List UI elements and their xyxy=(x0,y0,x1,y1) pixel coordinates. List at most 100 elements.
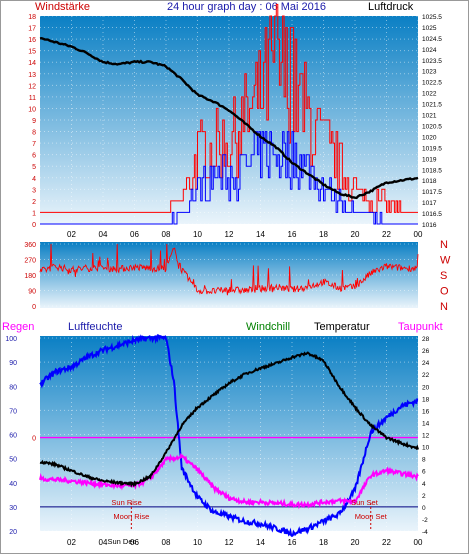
legend: Regen Luftfeuchte Windchill Temperatur Taupu… xyxy=(2,321,443,333)
pressure-tick-label: 1018.5 xyxy=(422,167,442,174)
compass-label: S xyxy=(440,270,447,282)
rain-zero-label: 0 xyxy=(32,436,36,443)
temperature-tick-label: 26 xyxy=(422,348,430,355)
temperature-tick-label: 6 xyxy=(422,469,426,476)
compass-label: N xyxy=(440,239,448,251)
hour-tick-label: 06 xyxy=(130,538,139,547)
hour-tick-label: 12 xyxy=(225,538,234,547)
wind-tick-label: 14 xyxy=(28,60,36,67)
wind-gust-line xyxy=(40,3,418,213)
astro-marker-label: Sun Rise xyxy=(111,498,141,507)
humidity-tick-label: 100 xyxy=(5,336,17,343)
hour-tick-label: 20 xyxy=(351,230,360,239)
wind-tick-label: 8 xyxy=(32,130,36,137)
humidity-tick-label: 40 xyxy=(9,481,17,488)
direction-tick-label: 0 xyxy=(32,304,36,311)
wind-tick-label: 18 xyxy=(28,14,36,21)
axis-ticks: 012345678910111213141516171810161016.510… xyxy=(5,14,451,547)
wind-tick-label: 1 xyxy=(32,210,36,217)
pressure-tick-label: 1025 xyxy=(422,25,437,32)
pressure-tick-label: 1016.5 xyxy=(422,211,442,218)
temperature-tick-label: 4 xyxy=(422,481,426,488)
pressure-tick-label: 1023 xyxy=(422,69,437,76)
astro-marker-label: Sun Set xyxy=(351,498,379,507)
hour-tick-label: 20 xyxy=(351,538,360,547)
astro-marker-label: Moon Set xyxy=(355,512,388,521)
legend-item: Windchill xyxy=(246,321,290,333)
hour-tick-label: 18 xyxy=(319,230,328,239)
hour-tick-label: 12 xyxy=(225,230,234,239)
pressure-axis-title: Luftdruck xyxy=(368,1,414,13)
humidity-tick-label: 20 xyxy=(9,529,17,536)
page-title: 24 hour graph day : 06 Mai 2016 xyxy=(167,1,326,13)
pressure-tick-label: 1022.5 xyxy=(422,80,442,87)
wind-tick-label: 7 xyxy=(32,141,36,148)
pressure-tick-label: 1017 xyxy=(422,200,437,207)
hour-tick-label: 14 xyxy=(256,538,265,547)
hour-tick-label: 02 xyxy=(67,230,76,239)
temperature-tick-label: 24 xyxy=(422,360,430,367)
hour-tick-label: 04 xyxy=(99,230,108,239)
legend-item: Regen xyxy=(2,321,34,333)
hour-tick-label: 16 xyxy=(288,538,297,547)
temperature-line xyxy=(39,351,419,488)
wind-tick-label: 13 xyxy=(28,72,36,79)
humidity-tick-label: 80 xyxy=(9,384,17,391)
direction-tick-label: 180 xyxy=(24,273,36,280)
temperature-tick-label: -4 xyxy=(422,529,428,536)
pressure-tick-label: 1018 xyxy=(422,178,437,185)
hour-tick-label: 04 xyxy=(99,538,108,547)
pressure-line xyxy=(39,36,419,200)
hour-tick-label: 18 xyxy=(319,538,328,547)
grid-lines xyxy=(40,15,419,532)
direction-tick-label: 270 xyxy=(24,258,36,265)
temperature-tick-label: 28 xyxy=(422,336,430,343)
wind-tick-label: 6 xyxy=(32,153,36,160)
direction-tick-label: 90 xyxy=(28,289,36,296)
wind-tick-label: 10 xyxy=(28,106,36,113)
direction-plot-area xyxy=(40,242,418,308)
wind-tick-label: 15 xyxy=(28,49,36,56)
hour-tick-label: 08 xyxy=(162,538,171,547)
hour-tick-label: 16 xyxy=(288,230,297,239)
wind-tick-label: 3 xyxy=(32,187,36,194)
temperature-tick-label: 14 xyxy=(422,420,430,427)
temperature-tick-label: 10 xyxy=(422,445,430,452)
compass-label: N xyxy=(440,301,448,313)
humidity-tick-label: 30 xyxy=(9,505,17,512)
hour-tick-label: 08 xyxy=(162,230,171,239)
humidity-line xyxy=(39,333,419,538)
pressure-tick-label: 1023.5 xyxy=(422,58,442,65)
wind-axis-title: Windstärke xyxy=(35,1,90,13)
wind-tick-label: 0 xyxy=(32,222,36,229)
humidity-tick-label: 70 xyxy=(9,408,17,415)
humidity-tick-label: 50 xyxy=(9,457,17,464)
wind-tick-label: 5 xyxy=(32,164,36,171)
pressure-tick-label: 1020.5 xyxy=(422,123,442,130)
wind-tick-label: 12 xyxy=(28,83,36,90)
temperature-tick-label: 22 xyxy=(422,372,430,379)
temperature-tick-label: 8 xyxy=(422,457,426,464)
hour-tick-label: 22 xyxy=(382,230,391,239)
wind-tick-label: 4 xyxy=(32,176,36,183)
temperature-tick-label: 20 xyxy=(422,384,430,391)
humidity-tick-label: 60 xyxy=(9,433,17,440)
pressure-tick-label: 1024 xyxy=(422,47,437,54)
wind-tick-label: 9 xyxy=(32,118,36,125)
data-series: Sun Rise Sun Set Moon Rise Moon Set Sun Dec xyxy=(39,3,419,546)
dewpoint-line xyxy=(39,452,419,510)
temperature-tick-label: 2 xyxy=(422,493,426,500)
hour-tick-label: 02 xyxy=(67,538,76,547)
legend-item: Luftfeuchte xyxy=(68,321,122,333)
wind-tick-label: 11 xyxy=(29,95,36,102)
humidity-tick-label: 90 xyxy=(9,360,17,367)
pressure-tick-label: 1021 xyxy=(422,113,437,120)
pressure-tick-label: 1016 xyxy=(422,222,437,229)
hour-tick-label: 06 xyxy=(130,230,139,239)
direction-tick-label: 360 xyxy=(24,242,36,249)
pressure-tick-label: 1020 xyxy=(422,134,437,141)
wind-direction-line xyxy=(39,243,419,296)
wind-average-line xyxy=(40,131,418,225)
temperature-tick-label: 18 xyxy=(422,396,430,403)
